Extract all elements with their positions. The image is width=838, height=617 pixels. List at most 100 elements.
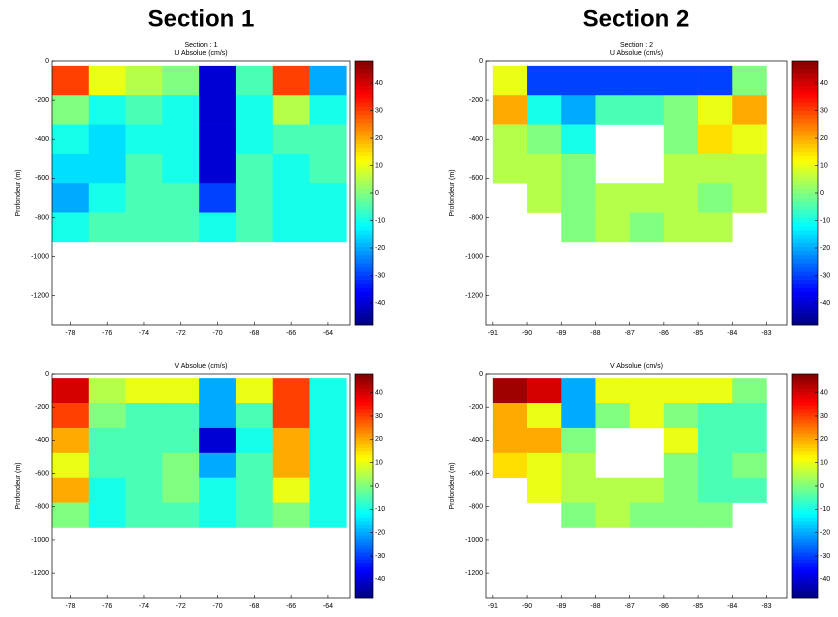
colorbar-tick-label: 40 [375, 80, 383, 87]
colorbar-swatch [355, 250, 373, 256]
colorbar-swatch [355, 426, 373, 431]
colorbar-swatch [792, 552, 818, 557]
x-tick-label: -74 [139, 330, 149, 337]
axes-frame [485, 373, 788, 599]
heat-cell [52, 452, 90, 479]
y-axis-label: Profondeur (m) [449, 462, 456, 509]
colorbar-swatch [355, 458, 373, 462]
heat-cell [561, 403, 596, 429]
y-tick-label: -1200 [465, 570, 483, 577]
heat-cell [125, 378, 163, 404]
heat-cell [732, 183, 767, 213]
colorbar-swatch [792, 209, 818, 214]
x-tick-label: -76 [102, 330, 112, 337]
heat-cell [698, 477, 733, 503]
y-tick-label: -400 [35, 437, 49, 444]
y-tick-label: -800 [35, 504, 49, 511]
colorbar-swatch [792, 454, 818, 459]
heat-cell [125, 124, 163, 155]
colorbar-swatch [792, 402, 818, 406]
heat-cell [235, 124, 274, 155]
x-tick-label: -74 [139, 603, 149, 610]
colorbar-swatch [792, 381, 818, 385]
colorbar-swatch [355, 374, 373, 378]
heat-cell [732, 153, 767, 184]
colorbar-swatch [792, 312, 818, 318]
colorbar-swatch [355, 545, 373, 550]
colorbar-swatch [355, 465, 373, 469]
colorbar-swatch [792, 110, 818, 115]
y-tick-label: -800 [469, 504, 483, 511]
colorbar-tick-label: 0 [820, 483, 824, 490]
heat-cell [162, 212, 200, 243]
heat-cell [663, 212, 699, 243]
heat-cell [492, 427, 528, 454]
y-tick-label: -200 [35, 97, 49, 104]
colorbar-swatch [355, 304, 373, 309]
x-tick-label: -91 [488, 330, 498, 337]
colorbar-swatch [355, 475, 373, 480]
colorbar-swatch [792, 180, 818, 186]
x-tick-label: -87 [625, 603, 635, 610]
heat-cell [199, 153, 237, 184]
colorbar-swatch [792, 566, 818, 571]
heat-cell [698, 212, 733, 243]
colorbar-swatch [792, 528, 818, 532]
colorbar-swatch [792, 374, 818, 378]
colorbar-tick-label: 10 [375, 460, 383, 467]
heat-cell [527, 153, 562, 184]
heat-cell [309, 183, 347, 213]
colorbar-swatch [792, 538, 818, 543]
chart-subtitle: U Absolue (cm/s) [174, 50, 227, 57]
colorbar-swatch [355, 139, 373, 144]
colorbar-swatch [355, 573, 373, 578]
heat-cell [629, 378, 665, 404]
colorbar-tick-label: 20 [375, 436, 383, 443]
colorbar-swatch [792, 238, 818, 243]
heat-cell [561, 378, 596, 404]
x-tick-label: -85 [693, 603, 703, 610]
colorbar-tick-label: -20 [820, 245, 830, 252]
colorbar-swatch [792, 94, 818, 99]
heat-cell [663, 427, 699, 454]
y-tick-label: -200 [469, 97, 483, 104]
heat-cell [492, 153, 528, 184]
x-tick-label: -76 [102, 603, 112, 610]
x-tick-label: -87 [625, 330, 635, 337]
colorbar-swatch [792, 168, 818, 173]
y-tick-label: 0 [479, 371, 483, 378]
heat-cell [595, 65, 630, 96]
heat-cell [162, 378, 200, 404]
heat-cell [125, 477, 163, 503]
colorbar-swatch [355, 221, 373, 227]
colorbar-swatch [792, 122, 818, 128]
colorbar-swatch [355, 416, 373, 420]
colorbar-swatch [792, 271, 818, 276]
colorbar-tick-label: 30 [820, 107, 828, 114]
colorbar-swatch [355, 391, 373, 396]
colorbar-swatch [792, 279, 818, 285]
colorbar-swatch [355, 566, 373, 571]
colorbar-swatch [792, 517, 818, 522]
heat-cell [595, 502, 630, 528]
colorbar-swatch [792, 461, 818, 466]
colorbar-swatch [792, 139, 818, 144]
heat-cell [629, 502, 665, 528]
heat-cell [88, 477, 126, 503]
y-tick-label: -800 [35, 214, 49, 221]
colorbar-swatch [355, 587, 373, 592]
colorbar-swatch [792, 118, 818, 124]
heat-cell [162, 183, 200, 213]
colorbar-swatch [792, 587, 818, 592]
colorbar-swatch [792, 531, 818, 536]
y-tick-label: -400 [469, 136, 483, 143]
x-tick-label: -78 [65, 330, 75, 337]
heat-cell [527, 65, 562, 96]
colorbar-swatch [792, 398, 818, 403]
heat-cell [52, 183, 90, 213]
x-tick-label: -86 [659, 330, 669, 337]
colorbar-swatch [792, 416, 818, 420]
colorbar-swatch [792, 234, 818, 239]
colorbar-swatch [355, 482, 373, 487]
colorbar-swatch [792, 205, 818, 210]
